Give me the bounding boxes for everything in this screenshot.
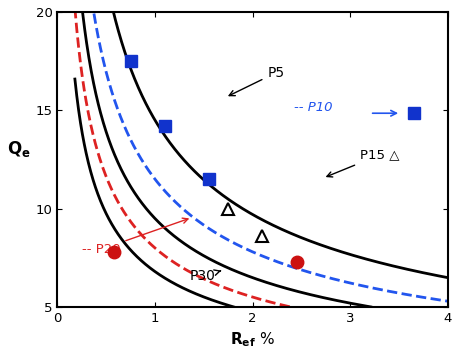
Y-axis label: $\mathbf{Q_e}$: $\mathbf{Q_e}$ xyxy=(7,140,31,159)
Text: P5: P5 xyxy=(229,66,285,96)
Text: -- P20: -- P20 xyxy=(82,218,188,256)
Text: P30: P30 xyxy=(189,269,221,283)
Text: P15 △: P15 △ xyxy=(327,148,399,177)
X-axis label: $\mathbf{R_{ef}}$ %: $\mathbf{R_{ef}}$ % xyxy=(230,330,275,349)
Text: -- P10: -- P10 xyxy=(294,101,332,114)
